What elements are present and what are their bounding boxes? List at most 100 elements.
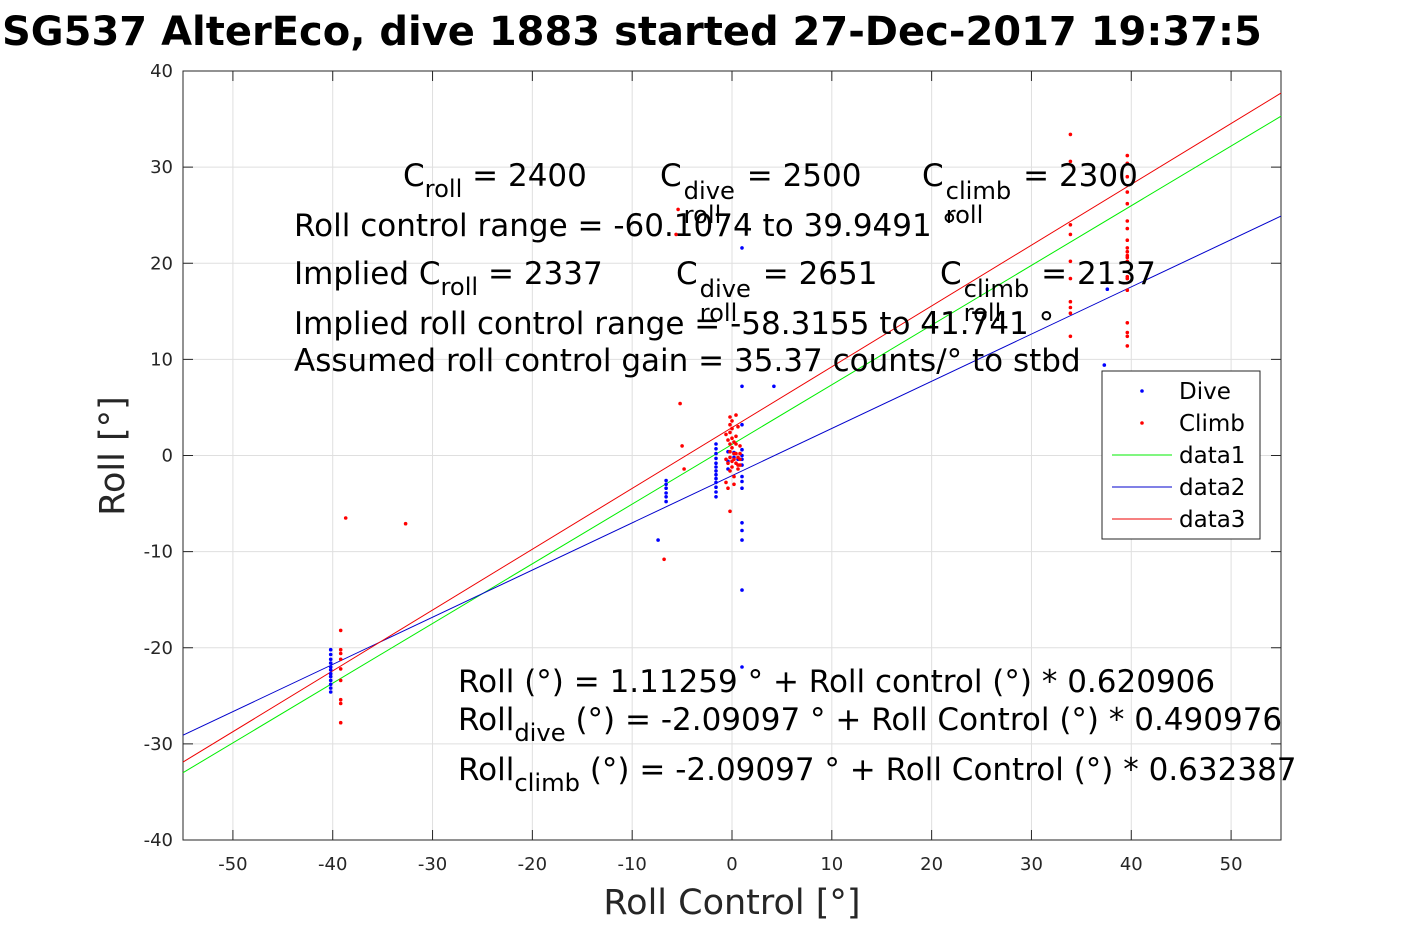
x-tick-label: 0 bbox=[726, 854, 737, 875]
point-climb bbox=[676, 207, 680, 212]
point-climb bbox=[1125, 334, 1130, 339]
point-climb bbox=[1125, 226, 1130, 231]
point-dive bbox=[656, 538, 660, 542]
point-climb bbox=[728, 430, 732, 435]
point-climb bbox=[1125, 344, 1130, 348]
point-dive bbox=[714, 469, 718, 473]
point-dive bbox=[328, 678, 333, 683]
point-dive bbox=[328, 690, 333, 694]
point-dive bbox=[664, 486, 668, 491]
point-climb bbox=[1125, 153, 1130, 158]
point-climb bbox=[738, 444, 742, 448]
point-climb bbox=[1068, 132, 1073, 137]
point-climb bbox=[734, 451, 738, 456]
point-dive bbox=[1105, 287, 1110, 292]
point-climb bbox=[728, 509, 732, 514]
point-climb bbox=[338, 697, 343, 702]
point-dive bbox=[714, 447, 718, 451]
point-climb bbox=[1068, 276, 1073, 281]
point-climb bbox=[338, 678, 343, 683]
point-dive bbox=[664, 499, 668, 504]
point-dive bbox=[714, 461, 718, 466]
point-dive bbox=[1102, 363, 1107, 367]
point-climb bbox=[1125, 246, 1130, 250]
annotation-fit-dive: Rolldive (°) = -2.09097 ° + Roll Control… bbox=[458, 702, 1283, 747]
point-dive bbox=[740, 665, 744, 669]
point-climb bbox=[726, 438, 730, 442]
point-climb bbox=[338, 651, 343, 656]
point-dive bbox=[328, 647, 333, 652]
legend-label-data1: data1 bbox=[1179, 443, 1245, 469]
point-dive bbox=[328, 668, 333, 672]
point-dive bbox=[328, 682, 333, 687]
x-tick-label: -20 bbox=[518, 854, 547, 875]
point-climb bbox=[1068, 334, 1073, 339]
point-dive bbox=[740, 588, 744, 592]
point-climb bbox=[662, 557, 666, 562]
x-tick-label: 10 bbox=[820, 854, 843, 875]
point-climb bbox=[738, 451, 742, 456]
point-dive bbox=[740, 474, 744, 479]
point-climb bbox=[1125, 259, 1130, 264]
legend-label-climb: Climb bbox=[1179, 411, 1245, 437]
point-climb bbox=[1068, 232, 1073, 237]
point-climb bbox=[724, 480, 728, 485]
point-climb bbox=[674, 232, 678, 237]
point-climb bbox=[1068, 159, 1073, 164]
legend-marker-climb bbox=[1140, 421, 1144, 425]
point-dive bbox=[328, 652, 333, 657]
point-climb bbox=[1125, 249, 1130, 254]
point-dive bbox=[664, 478, 668, 483]
point-climb bbox=[338, 657, 343, 662]
point-dive bbox=[328, 674, 333, 679]
point-climb bbox=[734, 413, 738, 417]
legend-label-dive: Dive bbox=[1179, 379, 1231, 405]
point-climb bbox=[736, 467, 740, 471]
point-climb bbox=[738, 463, 742, 467]
point-dive bbox=[740, 538, 744, 542]
point-climb bbox=[734, 442, 738, 446]
point-climb bbox=[730, 419, 734, 423]
point-dive bbox=[714, 495, 718, 499]
point-climb bbox=[730, 436, 734, 441]
legend: Dive Climb data1 data2 data3 bbox=[1101, 370, 1261, 540]
x-tick-label: 30 bbox=[1020, 854, 1043, 875]
point-dive bbox=[714, 485, 718, 490]
y-tick-label: 40 bbox=[150, 61, 173, 82]
x-tick-label: 20 bbox=[920, 854, 943, 875]
point-climb bbox=[1125, 190, 1130, 194]
point-dive bbox=[664, 491, 668, 495]
series-line-data1 bbox=[182, 115, 1282, 774]
y-tick-label: 0 bbox=[162, 446, 173, 467]
point-dive bbox=[664, 495, 668, 499]
point-dive bbox=[714, 490, 718, 494]
point-climb bbox=[732, 474, 736, 479]
point-climb bbox=[728, 469, 732, 473]
y-tick-label: -20 bbox=[144, 638, 173, 659]
data-points bbox=[328, 132, 1130, 725]
y-tick-label: -30 bbox=[144, 734, 173, 755]
annotation-gain: Assumed roll control gain = 35.37 counts… bbox=[294, 343, 1081, 379]
point-climb bbox=[1125, 276, 1130, 281]
point-climb bbox=[1125, 201, 1130, 206]
y-tick-label: -40 bbox=[144, 830, 173, 851]
x-tick-label: -10 bbox=[617, 854, 646, 875]
point-climb bbox=[1068, 259, 1073, 264]
point-climb bbox=[1125, 219, 1130, 223]
legend-label-data2: data2 bbox=[1179, 475, 1245, 501]
point-climb bbox=[736, 424, 740, 429]
axes: -50 -40 -30 -20 -10 0 10 20 30 40 50 -40 -30 -20 -10 0 1… bbox=[144, 61, 1282, 875]
point-dive bbox=[714, 476, 718, 481]
x-tick-label: -50 bbox=[218, 854, 247, 875]
point-climb bbox=[728, 455, 732, 460]
y-axis-label: Roll [°] bbox=[93, 396, 133, 516]
point-dive bbox=[740, 422, 744, 427]
point-climb bbox=[730, 465, 734, 469]
point-climb bbox=[738, 457, 742, 462]
point-dive bbox=[328, 657, 333, 662]
annotation-implied-range: Implied roll control range = -58.3155 to… bbox=[294, 306, 1055, 342]
point-climb bbox=[338, 701, 343, 706]
